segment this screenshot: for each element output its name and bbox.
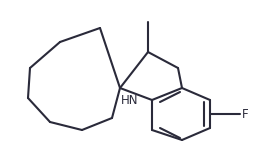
Text: F: F [242, 108, 249, 121]
Text: HN: HN [121, 93, 139, 107]
